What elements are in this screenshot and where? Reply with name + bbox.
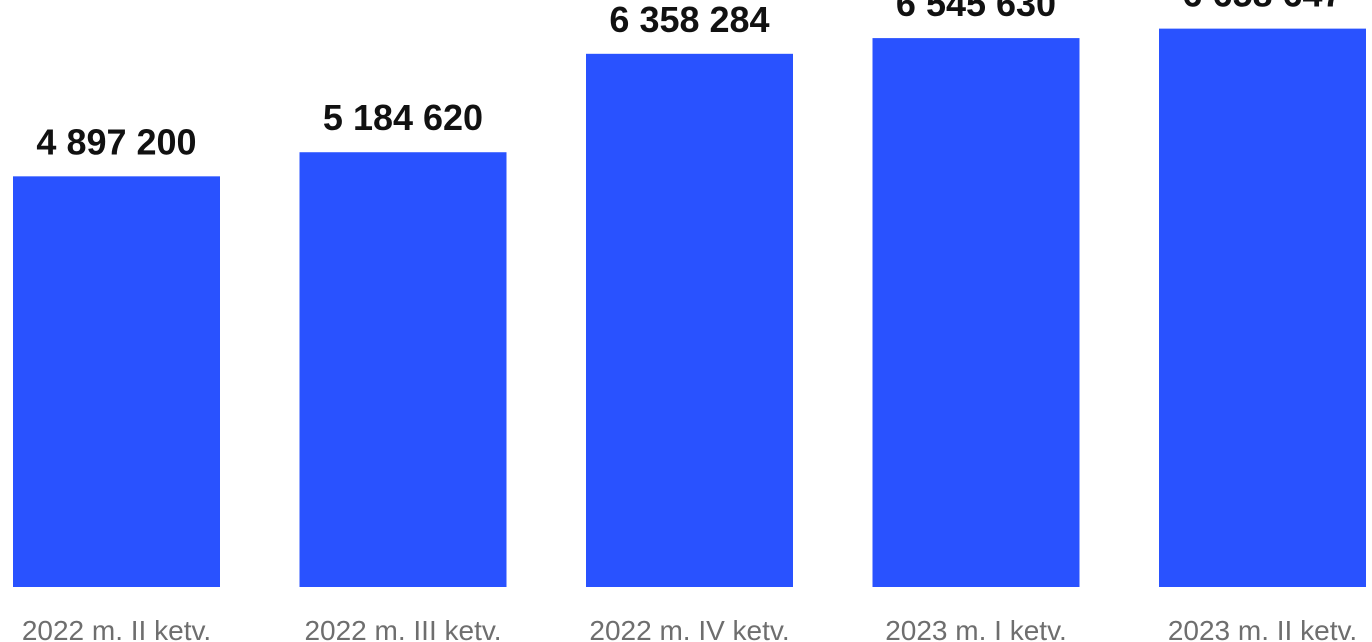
bar-value-label: 5 184 620	[323, 97, 483, 138]
category-label: 2023 m. I ketv.	[885, 615, 1067, 642]
bar	[872, 38, 1080, 587]
bar	[13, 176, 220, 588]
bar	[299, 152, 507, 587]
bar-value-label: 6 545 630	[896, 0, 1056, 24]
category-label: 2022 m. II ketv.	[22, 615, 211, 642]
category-labels-group: 2022 m. II ketv. 2022 m. III ketv. 2022 m.…	[22, 615, 1357, 642]
bar-value-label: 6 358 284	[609, 0, 769, 40]
value-labels-group: 4 897 200 5 184 620 6 358 284 6 545 630 6 65…	[36, 0, 1342, 162]
bar	[586, 53, 793, 587]
category-label: 2022 m. IV ketv.	[589, 615, 789, 642]
bar-value-label: 6 658 647	[1182, 0, 1342, 15]
bar	[1159, 28, 1366, 588]
category-label: 2022 m. III ketv.	[304, 615, 501, 642]
bars-group	[13, 28, 1366, 588]
category-label: 2023 m. II ketv.	[1168, 615, 1357, 642]
bar-value-label: 4 897 200	[36, 121, 196, 162]
